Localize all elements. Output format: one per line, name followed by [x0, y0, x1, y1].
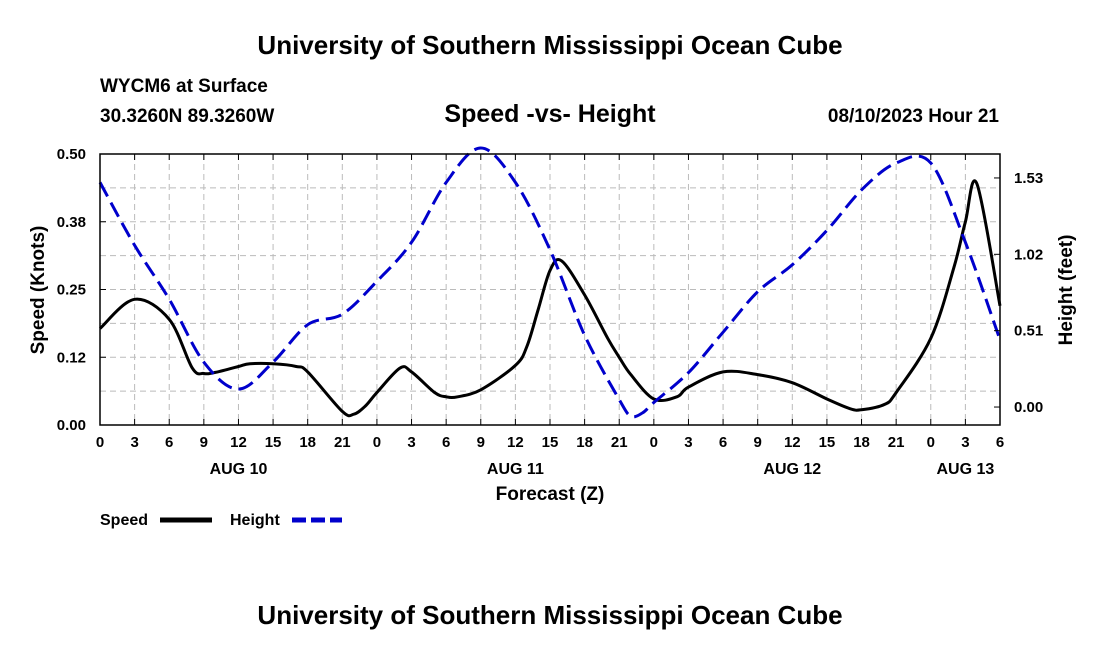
x-tick-label: 0 [927, 434, 935, 451]
x-tick-label: 12 [230, 434, 247, 451]
x-tick-label: 21 [888, 434, 905, 451]
x-tick-label: 3 [684, 434, 692, 451]
y2-tick-label: 0.51 [1014, 323, 1043, 340]
height-series-line [98, 146, 1002, 419]
y-axis-label-left: Speed (Knots) [28, 226, 49, 355]
speed-series-line [98, 179, 1002, 418]
axis-ticks: 0 3 6 9 12 15 18 21 0 3 6 9 12 15 18 21 0 3 6 9 12 15 18 21 0 3 6 0… [57, 146, 1043, 478]
station-name: WYCM6 at Surface [100, 76, 268, 97]
chart-title: University of Southern Mississippi Ocean… [257, 30, 843, 60]
x-tick-label: 3 [130, 434, 138, 451]
y-tick-label: 0.00 [57, 417, 86, 434]
x-tick-label: 6 [442, 434, 450, 451]
x-tick-label: 21 [611, 434, 628, 451]
y2-tick-label: 0.00 [1014, 399, 1043, 416]
chart-subtitle: Speed -vs- Height [444, 100, 656, 128]
x-tick-label: 6 [996, 434, 1004, 451]
day-label: AUG 10 [210, 461, 268, 478]
x-tick-label: 0 [650, 434, 658, 451]
day-label: AUG 12 [763, 461, 821, 478]
y-tick-label: 0.50 [57, 146, 86, 163]
day-label: AUG 11 [487, 461, 544, 478]
forecast-datetime: 08/10/2023 Hour 21 [827, 106, 999, 127]
x-tick-label: 6 [719, 434, 727, 451]
x-tick-label: 0 [96, 434, 104, 451]
y2-tick-label: 1.53 [1014, 170, 1043, 187]
station-coordinates: 30.3260N 89.3260W [100, 106, 275, 127]
x-tick-label: 12 [507, 434, 524, 451]
footer-title: University of Southern Mississippi Ocean… [257, 600, 843, 630]
x-tick-label: 12 [784, 434, 801, 451]
x-tick-label: 18 [576, 434, 593, 451]
x-tick-label: 9 [754, 434, 762, 451]
legend-label-height: Height [230, 512, 280, 529]
grid-lines [99, 153, 1001, 426]
y-tick-label: 0.38 [57, 214, 86, 231]
y-tick-label: 0.25 [57, 282, 86, 299]
x-tick-label: 15 [819, 434, 836, 451]
x-tick-label: 9 [200, 434, 208, 451]
x-axis-label: Forecast (Z) [496, 484, 605, 505]
y-axis-label-right: Height (feet) [1056, 235, 1077, 346]
x-tick-label: 18 [853, 434, 870, 451]
x-tick-label: 0 [373, 434, 381, 451]
x-tick-label: 21 [334, 434, 351, 451]
y2-tick-label: 1.02 [1014, 246, 1043, 263]
x-tick-label: 9 [477, 434, 485, 451]
x-tick-label: 3 [961, 434, 969, 451]
legend-label-speed: Speed [100, 512, 148, 529]
x-tick-label: 6 [165, 434, 173, 451]
series-layer [98, 146, 1002, 419]
x-tick-label: 3 [407, 434, 415, 451]
day-label: AUG 13 [936, 461, 994, 478]
x-tick-label: 18 [299, 434, 316, 451]
y-tick-label: 0.12 [57, 349, 86, 366]
legend: Speed Height [100, 512, 342, 529]
x-tick-label: 15 [265, 434, 282, 451]
x-tick-label: 15 [542, 434, 559, 451]
